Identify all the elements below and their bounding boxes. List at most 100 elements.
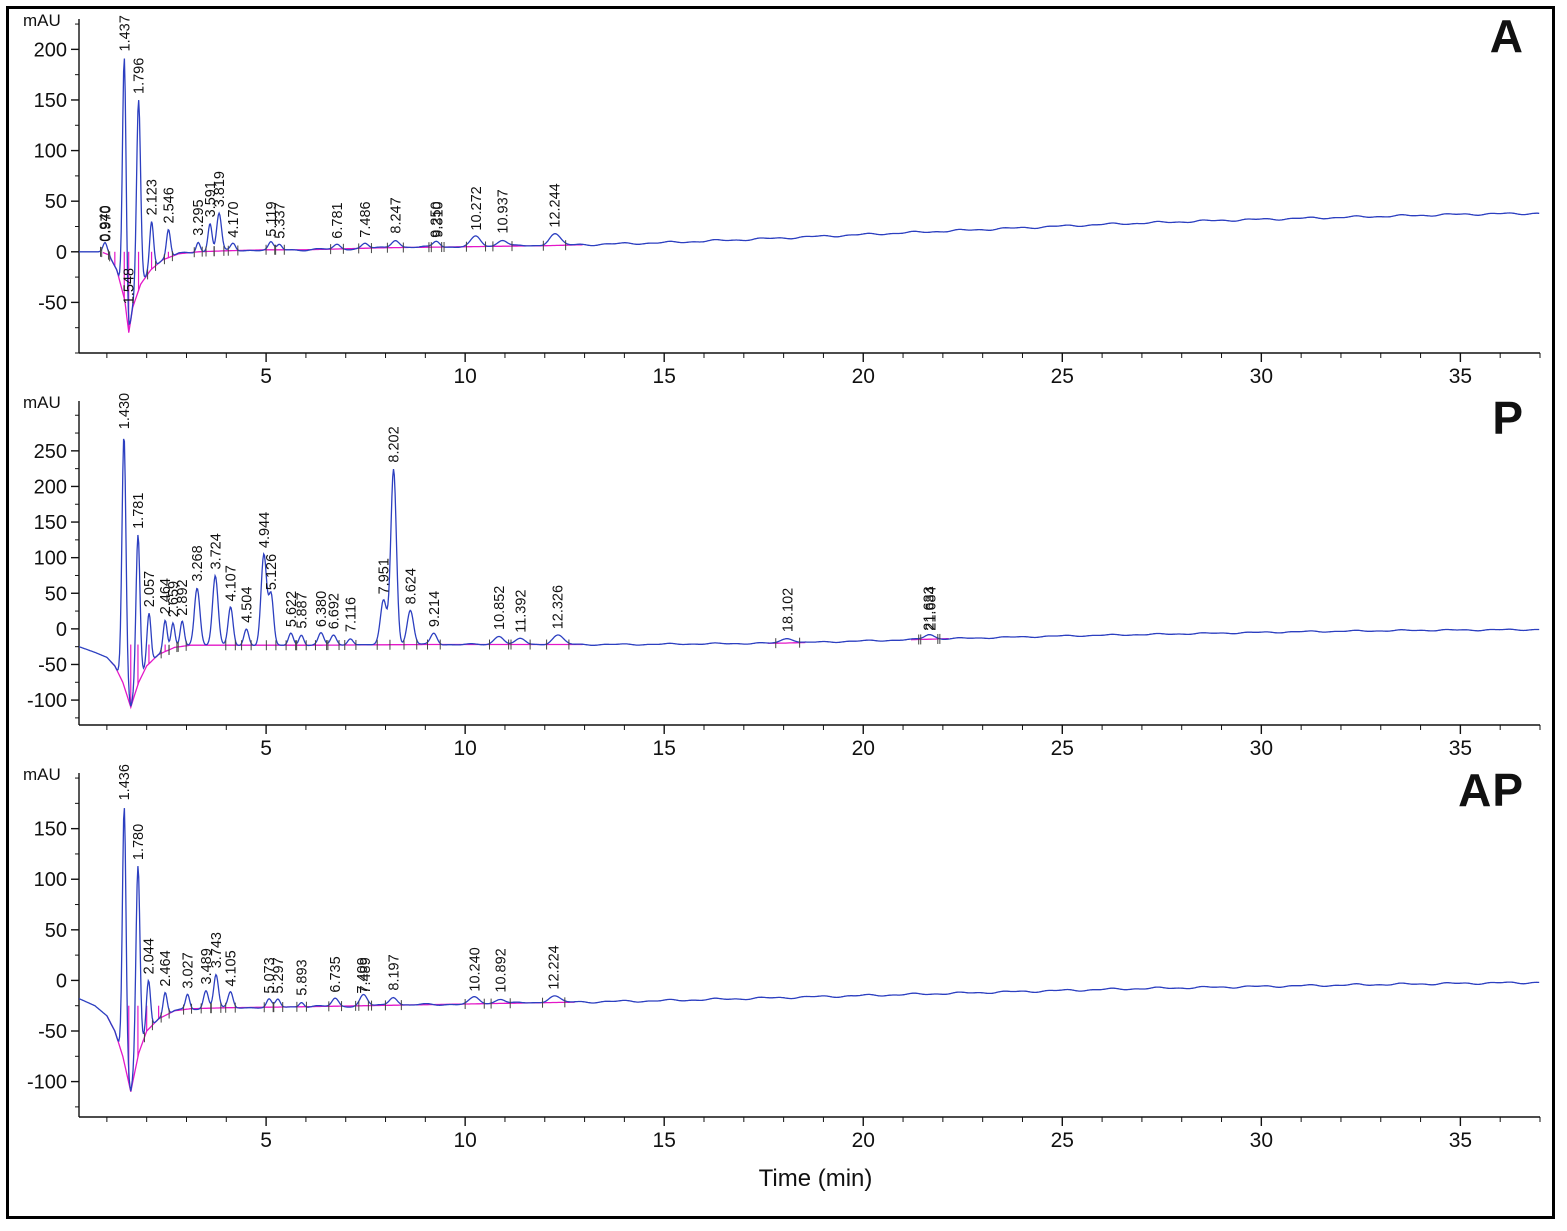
svg-text:150: 150 bbox=[34, 819, 67, 841]
svg-text:5.893: 5.893 bbox=[295, 959, 311, 995]
svg-text:5: 5 bbox=[260, 365, 272, 388]
svg-text:5.622: 5.622 bbox=[284, 591, 300, 627]
svg-text:7.489: 7.489 bbox=[358, 957, 374, 993]
svg-text:1.436: 1.436 bbox=[117, 764, 133, 800]
svg-text:2.464: 2.464 bbox=[158, 578, 174, 614]
svg-text:200: 200 bbox=[34, 476, 67, 498]
svg-text:15: 15 bbox=[653, 365, 676, 388]
svg-text:20: 20 bbox=[852, 365, 875, 388]
svg-text:35: 35 bbox=[1449, 1129, 1472, 1152]
svg-text:8.624: 8.624 bbox=[403, 568, 419, 604]
svg-text:30: 30 bbox=[1250, 365, 1273, 388]
svg-text:21.633: 21.633 bbox=[921, 586, 937, 630]
svg-text:-100: -100 bbox=[27, 1072, 67, 1094]
x-axis-title-text: Time (min) bbox=[758, 1165, 873, 1192]
svg-text:10.852: 10.852 bbox=[492, 586, 508, 630]
svg-text:18.102: 18.102 bbox=[781, 588, 797, 632]
svg-text:1.781: 1.781 bbox=[131, 493, 147, 529]
svg-text:1.548: 1.548 bbox=[122, 268, 138, 304]
y-axis-unit-label: mAU bbox=[23, 393, 61, 412]
svg-text:2.464: 2.464 bbox=[158, 950, 174, 986]
svg-text:0: 0 bbox=[56, 242, 67, 264]
svg-text:3.489: 3.489 bbox=[199, 948, 215, 984]
svg-text:6.692: 6.692 bbox=[327, 593, 343, 629]
svg-text:8.247: 8.247 bbox=[388, 197, 404, 233]
svg-text:0: 0 bbox=[56, 970, 67, 992]
svg-text:100: 100 bbox=[34, 548, 67, 570]
figure-frame: mAU A -50 0 50 100 150 200 5 10 15 20 25 30 35 0.940 0… bbox=[6, 6, 1555, 1219]
svg-text:200: 200 bbox=[34, 39, 67, 61]
svg-text:3.295: 3.295 bbox=[191, 199, 207, 235]
svg-text:1.430: 1.430 bbox=[117, 393, 133, 429]
svg-text:3.591: 3.591 bbox=[203, 181, 219, 217]
svg-text:-50: -50 bbox=[38, 1021, 67, 1043]
svg-text:11.392: 11.392 bbox=[514, 590, 530, 633]
svg-text:25: 25 bbox=[1051, 365, 1074, 388]
svg-text:10: 10 bbox=[453, 737, 476, 760]
panel-A: mAU A -50 0 50 100 150 200 5 10 15 20 25 30 35 0.940 0… bbox=[9, 9, 1552, 391]
svg-text:9.214: 9.214 bbox=[427, 591, 443, 627]
svg-text:3.743: 3.743 bbox=[209, 932, 225, 968]
svg-text:100: 100 bbox=[34, 869, 67, 891]
svg-text:100: 100 bbox=[34, 141, 67, 163]
y-axis-unit-label: mAU bbox=[23, 11, 61, 30]
svg-text:5.126: 5.126 bbox=[264, 554, 280, 590]
svg-text:7.951: 7.951 bbox=[377, 558, 393, 594]
svg-text:3.819: 3.819 bbox=[212, 171, 228, 207]
svg-text:7.409: 7.409 bbox=[355, 957, 371, 993]
svg-text:1.780: 1.780 bbox=[131, 824, 147, 860]
svg-text:30: 30 bbox=[1250, 1129, 1273, 1152]
svg-text:12.244: 12.244 bbox=[548, 183, 564, 227]
svg-text:5.119: 5.119 bbox=[264, 201, 280, 236]
svg-text:10.240: 10.240 bbox=[468, 947, 484, 991]
y-axis-unit-label: mAU bbox=[23, 765, 61, 784]
svg-text:20: 20 bbox=[852, 737, 875, 760]
svg-text:10: 10 bbox=[453, 1129, 476, 1152]
svg-text:-100: -100 bbox=[27, 690, 67, 712]
svg-text:2.044: 2.044 bbox=[141, 938, 157, 974]
svg-text:4.944: 4.944 bbox=[257, 512, 273, 548]
svg-text:-50: -50 bbox=[38, 292, 67, 314]
svg-text:1.437: 1.437 bbox=[117, 15, 133, 51]
svg-text:15: 15 bbox=[653, 737, 676, 760]
svg-text:10.892: 10.892 bbox=[494, 948, 510, 992]
svg-text:12.326: 12.326 bbox=[551, 585, 567, 629]
chromatogram-plot-AP: -100 -50 0 50 100 150 5 10 15 20 25 30 35 1.436 1.780 2… bbox=[27, 764, 1541, 1152]
svg-text:12.224: 12.224 bbox=[547, 945, 563, 989]
svg-text:25: 25 bbox=[1051, 1129, 1074, 1152]
svg-text:2.546: 2.546 bbox=[161, 187, 177, 223]
panel-letter-A: A bbox=[1489, 10, 1524, 62]
svg-text:4.170: 4.170 bbox=[226, 201, 242, 237]
panel-letter-P: P bbox=[1492, 392, 1524, 444]
svg-text:2.892: 2.892 bbox=[175, 579, 191, 615]
svg-text:4.504: 4.504 bbox=[239, 587, 255, 623]
svg-text:9.250: 9.250 bbox=[428, 201, 444, 237]
svg-text:250: 250 bbox=[34, 441, 67, 463]
svg-text:-50: -50 bbox=[38, 654, 67, 676]
svg-text:3.268: 3.268 bbox=[190, 545, 206, 581]
svg-text:35: 35 bbox=[1449, 365, 1472, 388]
panel-P: mAU P -100 -50 0 50 100 150 200 250 5 10 15 20 25 30 3… bbox=[9, 391, 1552, 763]
panel-letter-AP: AP bbox=[1458, 764, 1524, 816]
svg-text:150: 150 bbox=[34, 512, 67, 534]
x-axis-title: Time (min) bbox=[9, 1165, 1552, 1193]
svg-text:30: 30 bbox=[1250, 737, 1273, 760]
svg-text:1.796: 1.796 bbox=[132, 58, 148, 94]
svg-text:5.337: 5.337 bbox=[273, 202, 289, 238]
svg-text:7.486: 7.486 bbox=[358, 201, 374, 237]
svg-text:5.887: 5.887 bbox=[294, 592, 310, 628]
svg-text:10.937: 10.937 bbox=[496, 189, 512, 233]
svg-text:0.970: 0.970 bbox=[99, 205, 115, 241]
svg-text:3.724: 3.724 bbox=[208, 533, 224, 569]
svg-text:5: 5 bbox=[260, 737, 272, 760]
panel-AP: mAU AP -100 -50 0 50 100 150 5 10 15 20 25 30 35 1.43… bbox=[9, 763, 1552, 1155]
svg-text:35: 35 bbox=[1449, 737, 1472, 760]
svg-text:6.781: 6.781 bbox=[330, 202, 346, 238]
svg-text:2.057: 2.057 bbox=[142, 571, 158, 607]
svg-text:4.107: 4.107 bbox=[224, 565, 240, 601]
svg-text:0: 0 bbox=[56, 619, 67, 641]
svg-text:8.202: 8.202 bbox=[387, 426, 403, 462]
svg-text:4.105: 4.105 bbox=[224, 950, 240, 986]
chromatogram-plot-P: -100 -50 0 50 100 150 200 250 5 10 15 20 25 30 35 1.430… bbox=[27, 393, 1541, 760]
